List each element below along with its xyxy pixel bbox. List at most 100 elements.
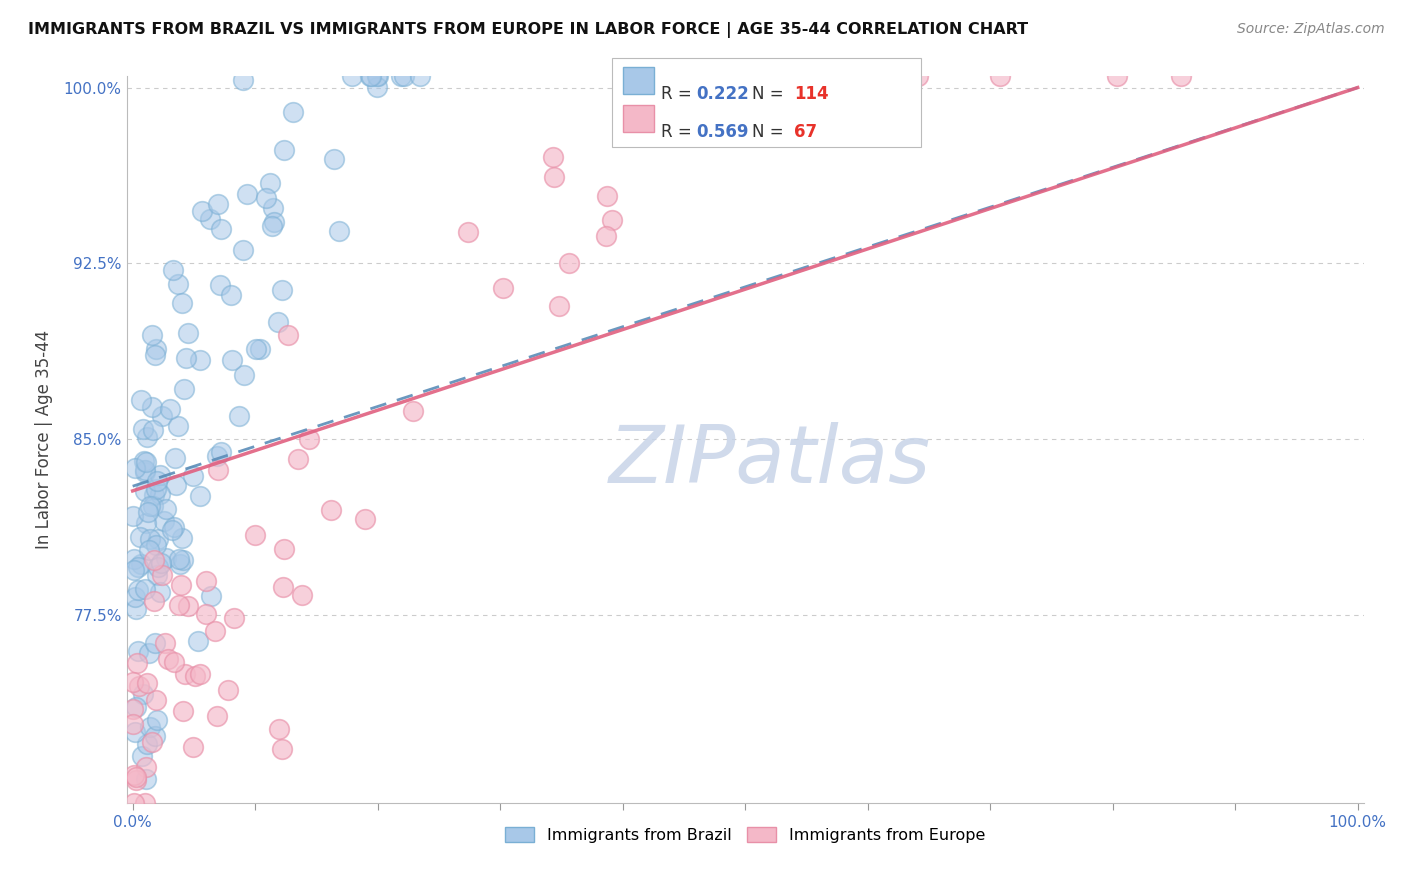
Point xyxy=(163,520,186,534)
Point xyxy=(159,401,181,416)
Point xyxy=(595,228,617,243)
Text: R =: R = xyxy=(661,123,697,141)
Point xyxy=(221,353,243,368)
Text: Source: ZipAtlas.com: Source: ZipAtlas.com xyxy=(1237,22,1385,37)
Point xyxy=(1107,69,1129,83)
Text: ZIPatlas: ZIPatlas xyxy=(609,422,931,500)
Point xyxy=(207,463,229,477)
Point xyxy=(135,760,157,774)
Point xyxy=(131,748,153,763)
Point xyxy=(342,69,364,83)
Point xyxy=(207,449,229,463)
Point xyxy=(128,679,150,693)
Text: 0.222: 0.222 xyxy=(696,85,749,103)
Point xyxy=(134,796,156,810)
Point xyxy=(1170,69,1192,83)
Point xyxy=(135,772,157,787)
Point xyxy=(273,541,295,556)
Point xyxy=(155,502,177,516)
Point xyxy=(323,152,346,166)
Point xyxy=(281,105,304,120)
Point xyxy=(124,602,146,616)
Point xyxy=(173,382,195,396)
Point xyxy=(143,636,166,650)
Point xyxy=(169,551,191,566)
Point xyxy=(167,277,190,291)
Point xyxy=(146,568,169,582)
Point xyxy=(139,499,162,513)
Point xyxy=(287,451,309,466)
Point xyxy=(271,580,294,594)
Point xyxy=(169,557,191,571)
Point xyxy=(181,469,204,483)
Text: 67: 67 xyxy=(794,123,817,141)
Point xyxy=(153,636,176,650)
Point xyxy=(492,280,515,294)
Point xyxy=(163,655,186,669)
Point xyxy=(394,69,416,83)
Point xyxy=(155,551,177,566)
Point xyxy=(142,552,165,566)
Point xyxy=(359,69,381,83)
Point xyxy=(124,725,146,739)
Point xyxy=(291,588,314,602)
Point xyxy=(228,409,250,423)
Point xyxy=(543,169,565,184)
Point xyxy=(298,432,321,446)
Point xyxy=(145,713,167,727)
Point xyxy=(143,348,166,362)
Point xyxy=(191,203,214,218)
Point xyxy=(145,538,167,552)
Point xyxy=(134,582,156,596)
Point xyxy=(184,669,207,683)
Point xyxy=(121,509,143,524)
Point xyxy=(135,516,157,530)
Point xyxy=(145,692,167,706)
Point xyxy=(354,511,377,525)
Point xyxy=(172,531,194,545)
Point xyxy=(366,80,388,95)
Point xyxy=(988,69,1011,83)
Point xyxy=(205,709,228,723)
Point xyxy=(141,400,163,414)
Point xyxy=(124,768,146,782)
Point xyxy=(124,460,146,475)
Point xyxy=(600,212,623,227)
Point xyxy=(170,578,193,592)
Text: 0.569: 0.569 xyxy=(696,123,748,141)
Point xyxy=(135,455,157,469)
Point xyxy=(707,69,730,83)
Point xyxy=(267,314,290,328)
Point xyxy=(402,403,425,417)
Point xyxy=(198,211,221,226)
Point xyxy=(129,557,152,571)
Point xyxy=(787,69,810,83)
Point xyxy=(262,201,284,215)
Point xyxy=(457,226,479,240)
Point xyxy=(160,523,183,537)
Point xyxy=(188,352,211,367)
Point xyxy=(148,533,170,547)
Point xyxy=(256,192,278,206)
Point xyxy=(145,343,167,357)
Point xyxy=(209,222,232,236)
Point xyxy=(243,527,266,541)
Point xyxy=(207,197,229,211)
Point xyxy=(134,454,156,468)
Point xyxy=(150,568,173,582)
Point xyxy=(122,675,145,690)
Point xyxy=(132,422,155,436)
Point xyxy=(127,583,149,598)
Point xyxy=(664,69,686,83)
Point xyxy=(176,351,198,365)
Point xyxy=(165,477,187,491)
Point xyxy=(142,488,165,502)
Point xyxy=(124,591,146,605)
Text: N =: N = xyxy=(752,123,789,141)
Point xyxy=(156,652,179,666)
Point xyxy=(267,722,290,736)
Point xyxy=(138,532,160,546)
Point xyxy=(233,368,256,383)
Point xyxy=(149,468,172,483)
Text: R =: R = xyxy=(661,85,697,103)
